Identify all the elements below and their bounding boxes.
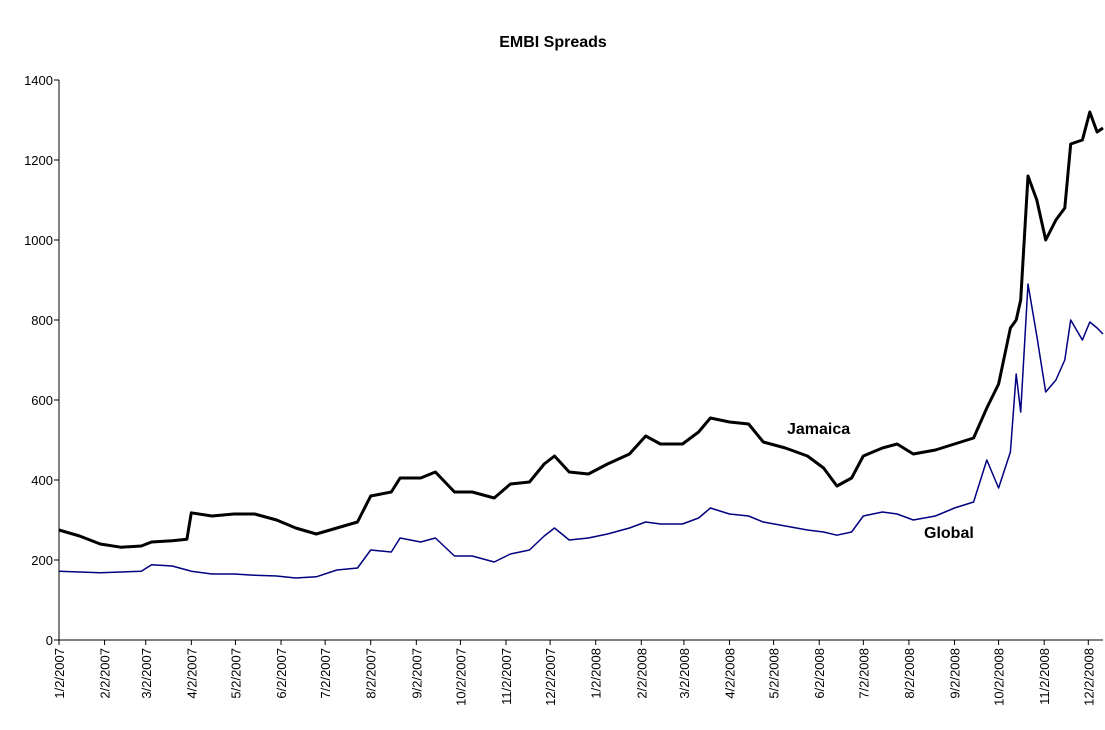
y-tick-label: 600 [31, 393, 53, 408]
y-tick-label: 1200 [24, 153, 53, 168]
x-tick-label: 5/2/2008 [767, 648, 782, 699]
x-tick-label: 8/2/2007 [364, 648, 379, 699]
x-tick-label: 3/2/2007 [139, 648, 154, 699]
x-tick-label: 11/2/2007 [499, 648, 514, 705]
y-tick-label: 800 [31, 313, 53, 328]
x-tick-label: 11/2/2008 [1037, 648, 1052, 705]
y-tick-label: 1400 [24, 73, 53, 88]
x-tick-label: 9/2/2008 [947, 648, 962, 699]
x-tick-label: 12/2/2008 [1081, 648, 1096, 706]
x-tick-label: 7/2/2008 [856, 648, 871, 699]
x-tick-label: 10/2/2007 [453, 648, 468, 706]
x-tick-label: 1/2/2007 [52, 648, 67, 699]
y-tick-label: 200 [31, 553, 53, 568]
y-tick-label: 400 [31, 473, 53, 488]
y-tick-label: 0 [46, 633, 53, 648]
x-tick-label: 1/2/2008 [589, 648, 604, 699]
x-tick-label: 2/2/2007 [98, 648, 113, 699]
x-tick-label: 8/2/2008 [902, 648, 917, 699]
y-tick-label: 1000 [24, 233, 53, 248]
series-line [58, 283, 1104, 579]
series-label: Global [924, 525, 974, 542]
x-tick-label: 5/2/2007 [228, 648, 243, 699]
series-label: Jamaica [787, 421, 850, 438]
chart-title: EMBI Spreads [499, 34, 607, 51]
x-tick-label: 9/2/2007 [409, 648, 424, 699]
x-tick-label: 7/2/2007 [318, 648, 333, 699]
x-tick-label: 10/2/2008 [992, 648, 1007, 706]
x-tick-label: 4/2/2008 [723, 648, 738, 699]
series-line [58, 110, 1104, 549]
x-tick-label: 2/2/2008 [634, 648, 649, 699]
x-tick-label: 3/2/2008 [677, 648, 692, 699]
x-tick-label: 12/2/2007 [543, 648, 558, 706]
x-tick-label: 6/2/2007 [274, 648, 289, 699]
x-tick-label: 4/2/2007 [184, 648, 199, 699]
x-tick-label: 6/2/2008 [812, 648, 827, 699]
